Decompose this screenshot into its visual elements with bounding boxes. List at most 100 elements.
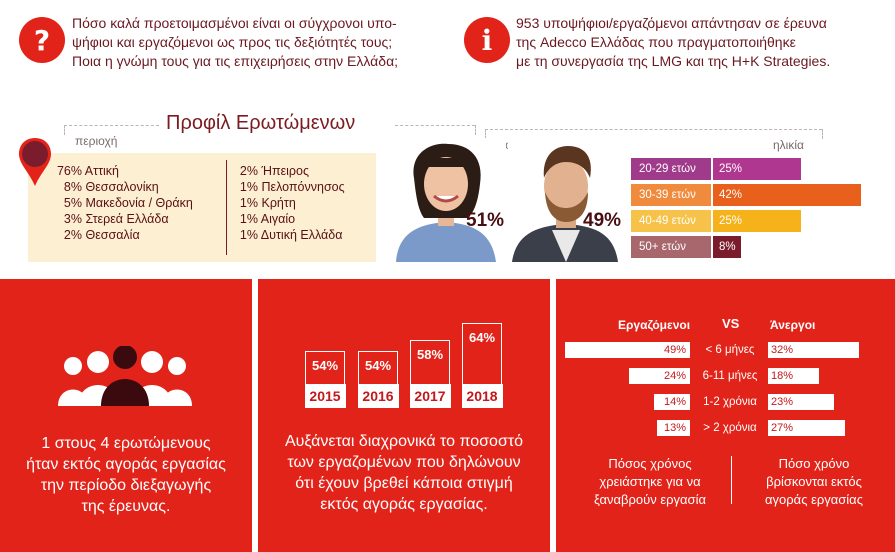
gender-age-divider — [485, 129, 822, 130]
survey-question-text: Πόσο καλά προετοιμασμένοι είναι οι σύγχρ… — [72, 15, 399, 69]
year-pct: 54% — [311, 358, 339, 373]
gender-tick — [485, 129, 486, 139]
age-bar: 42% — [713, 184, 861, 206]
year-pct: 64% — [468, 330, 496, 345]
unemployed-bar: 18% — [768, 368, 819, 384]
age-bar: 25% — [713, 210, 801, 232]
panel-out-of-work — [0, 279, 252, 552]
age-row: 30-39 ετών 42% — [631, 184, 861, 206]
year-bar: 54% 2016 — [357, 351, 399, 408]
age-tick — [822, 129, 823, 139]
region-row: 76% Αττική — [50, 163, 193, 179]
region-name: Θεσσαλία — [85, 228, 140, 242]
year-bar: 58% 2017 — [409, 340, 451, 408]
employed-bar: 24% — [629, 368, 690, 384]
employed-bar: 49% — [565, 342, 690, 358]
region-row: 1% Πελοπόννησος — [232, 179, 345, 195]
region-label: περιοχή — [75, 134, 118, 148]
year-label: 2016 — [357, 383, 399, 408]
out-of-work-text: 1 στους 4 ερωτώμενους ήταν εκτός αγοράς … — [26, 435, 226, 515]
year-bar: 54% 2015 — [304, 351, 346, 408]
info-glyph: i — [481, 23, 493, 57]
title-divider-right — [395, 125, 475, 126]
age-bar: 25% — [713, 158, 801, 180]
age-row: 40-49 ετών 25% — [631, 210, 831, 232]
year-label: 2017 — [409, 383, 451, 408]
age-category-label: 50+ ετών — [631, 236, 711, 258]
region-name: Αττική — [84, 164, 119, 178]
duration-label: 6-11 μήνες — [702, 370, 758, 382]
region-row: 1% Κρήτη — [232, 195, 345, 211]
regions-left-list: 76% Αττική 8% Θεσσαλονίκη 5% Μακεδονία /… — [50, 163, 193, 243]
survey-info-text: 953 υποψήφιοι/εργαζόμενοι απάντησαν σε έ… — [516, 15, 831, 69]
region-row: 3% Στερεά Ελλάδα — [50, 211, 193, 227]
unemployed-bar: 27% — [768, 420, 845, 436]
region-pct: 5% — [63, 196, 82, 210]
panel-duration-comparison — [556, 279, 895, 552]
male-respondent-photo — [508, 138, 626, 262]
duration-label: < 6 μήνες — [705, 344, 755, 356]
right-caption: Πόσο χρόνο βρίσκονται εκτός αγοράς εργασ… — [765, 456, 863, 507]
employed-header: Εργαζόμενοι — [618, 318, 691, 332]
region-pct: 1% — [239, 196, 258, 210]
region-name: Στερεά Ελλάδα — [85, 212, 169, 226]
region-name: Δυτική Ελλάδα — [260, 228, 343, 242]
year-pct: 58% — [416, 347, 444, 362]
age-category-label: 30-39 ετών — [631, 184, 711, 206]
age-category-label: 40-49 ετών — [631, 210, 711, 232]
age-row: 20-29 ετών 25% — [631, 158, 831, 180]
title-tick-right — [475, 125, 476, 135]
employed-bar: 13% — [657, 420, 690, 436]
region-row: 5% Μακεδονία / Θράκη — [50, 195, 193, 211]
year-label: 2015 — [304, 383, 346, 408]
unemployed-header: Άνεργοι — [770, 318, 816, 332]
region-pct: 2% — [239, 164, 258, 178]
left-caption: Πόσος χρόνος χρειάστηκε για να ξαναβρούν… — [594, 456, 706, 507]
region-box — [28, 153, 376, 262]
yearly-bars: 54% 2015 54% 2016 58% 2017 64% 2018 — [258, 279, 550, 419]
region-pct: 1% — [239, 228, 258, 242]
region-row: 1% Αιγαίο — [232, 211, 345, 227]
region-name: Θεσσαλονίκη — [85, 180, 159, 194]
region-row: 8% Θεσσαλονίκη — [50, 179, 193, 195]
profile-title: Προφίλ Ερωτώμενων — [166, 112, 356, 134]
question-glyph: ? — [33, 23, 51, 57]
age-bar: 8% — [713, 236, 741, 258]
male-pct: 49% — [583, 210, 622, 231]
region-row: 1% Δυτική Ελλάδα — [232, 227, 345, 243]
title-divider-left — [64, 125, 159, 126]
year-bar: 64% 2018 — [461, 323, 503, 408]
vs-label: VS — [722, 316, 740, 331]
region-pct: 1% — [239, 212, 258, 226]
age-category-label: 20-29 ετών — [631, 158, 711, 180]
region-name: Ήπειρος — [261, 164, 310, 178]
caption-divider — [731, 456, 732, 504]
female-pct: 51% — [466, 210, 505, 231]
info-icon: i — [464, 17, 510, 63]
employed-bar: 14% — [654, 394, 690, 410]
region-pct: 2% — [63, 228, 82, 242]
female-respondent-photo — [388, 138, 506, 262]
year-pct: 54% — [364, 358, 392, 373]
people-group-icon — [58, 346, 192, 406]
region-name: Μακεδονία / Θράκη — [85, 196, 193, 210]
age-label: ηλικία — [773, 138, 804, 152]
duration-rows: 49% < 6 μήνες 32% 24% 6-11 μήνες 18% 14% 1-2 χρ… — [556, 279, 895, 439]
duration-label: 1-2 χρόνια — [703, 396, 757, 408]
year-label: 2018 — [461, 383, 503, 408]
duration-label: > 2 χρόνια — [703, 422, 757, 434]
question-icon: ? — [19, 17, 65, 63]
yearly-trend-text: Αυξάνεται διαχρονικά το ποσοστό των εργα… — [284, 433, 524, 513]
region-row: 2% Θεσσαλία — [50, 227, 193, 243]
unemployed-bar: 23% — [768, 394, 834, 410]
map-pin-icon — [19, 138, 51, 186]
region-row: 2% Ήπειρος — [232, 163, 345, 179]
region-pct: 1% — [239, 180, 258, 194]
age-row: 50+ ετών 8% — [631, 236, 831, 258]
title-tick-left — [64, 125, 65, 135]
region-pct: 3% — [63, 212, 82, 226]
region-divider — [226, 160, 227, 255]
region-pct: 76% — [56, 164, 82, 178]
age-chart: 20-29 ετών 25% 30-39 ετών 42% 40-49 ετών 25% 5… — [631, 158, 861, 262]
regions-right-list: 2% Ήπειρος 1% Πελοπόννησος 1% Κρήτη 1% Α… — [232, 163, 345, 243]
